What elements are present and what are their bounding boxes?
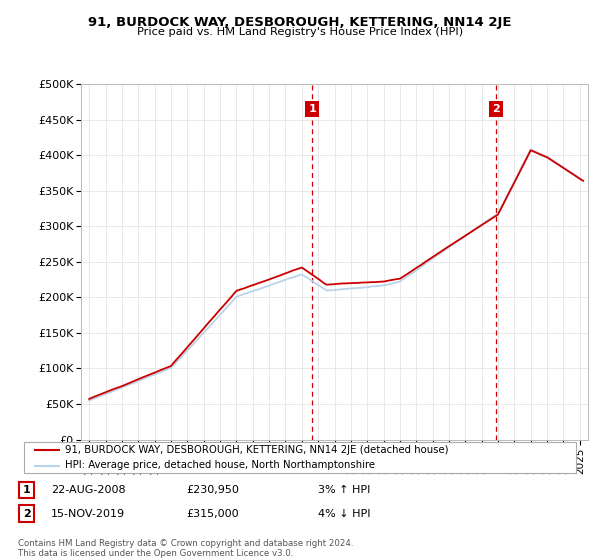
Text: 3% ↑ HPI: 3% ↑ HPI [318, 485, 370, 495]
Text: 1: 1 [308, 104, 316, 114]
Text: 91, BURDOCK WAY, DESBOROUGH, KETTERING, NN14 2JE (detached house): 91, BURDOCK WAY, DESBOROUGH, KETTERING, … [65, 445, 449, 455]
Text: 2: 2 [23, 508, 31, 519]
Text: Price paid vs. HM Land Registry's House Price Index (HPI): Price paid vs. HM Land Registry's House … [137, 27, 463, 37]
Text: 2: 2 [492, 104, 500, 114]
Text: 91, BURDOCK WAY, DESBOROUGH, KETTERING, NN14 2JE: 91, BURDOCK WAY, DESBOROUGH, KETTERING, … [88, 16, 512, 29]
Text: 1: 1 [23, 485, 31, 495]
Text: 4% ↓ HPI: 4% ↓ HPI [318, 508, 371, 519]
Text: 15-NOV-2019: 15-NOV-2019 [51, 508, 125, 519]
Text: £315,000: £315,000 [186, 508, 239, 519]
Text: HPI: Average price, detached house, North Northamptonshire: HPI: Average price, detached house, Nort… [65, 460, 376, 470]
Text: £230,950: £230,950 [186, 485, 239, 495]
Text: 22-AUG-2008: 22-AUG-2008 [51, 485, 125, 495]
Text: Contains HM Land Registry data © Crown copyright and database right 2024.
This d: Contains HM Land Registry data © Crown c… [18, 539, 353, 558]
